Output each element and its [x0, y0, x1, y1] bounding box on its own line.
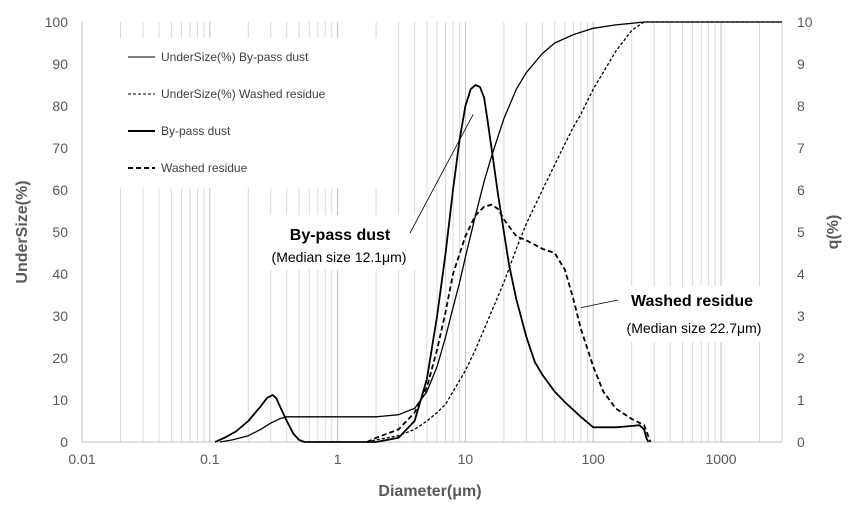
y-left-tick-label: 80 — [52, 98, 68, 114]
y-left-tick-label: 60 — [52, 182, 68, 198]
x-axis-ticks: 0.01 0.1 1 10 100 1000 — [68, 451, 736, 467]
y-axis-right-ticks: 0 1 2 3 4 5 6 7 8 9 10 — [797, 14, 813, 450]
y-right-tick-label: 7 — [797, 140, 805, 156]
series-line-3 — [366, 203, 652, 443]
y-left-tick-label: 20 — [52, 350, 68, 366]
x-tick-label: 0.1 — [200, 451, 220, 467]
y-axis-left-title: UnderSize(%) — [14, 180, 31, 283]
legend-entry-undersize-bypass: UnderSize(%) By-pass dust — [128, 50, 309, 64]
x-axis-title: Diameter(μm) — [378, 483, 481, 500]
y-axis-right-title: q(%) — [825, 215, 842, 250]
y-right-tick-label: 2 — [797, 350, 805, 366]
series-layer — [214, 21, 782, 443]
x-tick-label: 0.01 — [68, 451, 95, 467]
y-right-tick-label: 10 — [797, 14, 813, 30]
y-right-tick-label: 3 — [797, 308, 805, 324]
series-line-0 — [219, 21, 782, 443]
y-axis-left-ticks: 0 10 20 30 40 50 60 70 80 90 100 — [45, 14, 69, 450]
y-right-tick-label: 5 — [797, 224, 805, 240]
y-left-tick-label: 100 — [45, 14, 69, 30]
legend-entry-bypass: By-pass dust — [128, 124, 231, 138]
legend-label: UnderSize(%) By-pass dust — [161, 50, 309, 64]
legend-label: By-pass dust — [161, 124, 231, 138]
y-right-tick-label: 0 — [797, 434, 805, 450]
y-left-tick-label: 30 — [52, 308, 68, 324]
annotation-bypass: By-pass dust (Median size 12.1μm) — [250, 114, 474, 270]
y-right-tick-label: 1 — [797, 392, 805, 408]
y-right-tick-label: 8 — [797, 98, 805, 114]
annotation-title: By-pass dust — [290, 227, 391, 244]
y-right-tick-label: 4 — [797, 266, 805, 282]
y-left-tick-label: 40 — [52, 266, 68, 282]
y-left-tick-label: 10 — [52, 392, 68, 408]
legend-label: Washed residue — [161, 161, 248, 175]
y-left-tick-label: 70 — [52, 140, 68, 156]
annotation-leader — [580, 299, 619, 308]
annotation-subtitle: (Median size 22.7μm) — [627, 320, 762, 336]
y-left-tick-label: 0 — [60, 434, 68, 450]
y-left-tick-label: 90 — [52, 56, 68, 72]
x-tick-label: 1 — [334, 451, 342, 467]
legend-background — [118, 38, 390, 188]
annotation-washed: Washed residue (Median size 22.7μm) — [580, 286, 780, 342]
legend: UnderSize(%) By-pass dust UnderSize(%) W… — [118, 38, 390, 188]
y-right-tick-label: 6 — [797, 182, 805, 198]
annotation-background — [250, 215, 422, 270]
annotation-subtitle: (Median size 12.1μm) — [272, 249, 407, 265]
annotation-title: Washed residue — [631, 293, 753, 310]
legend-entry-undersize-washed: UnderSize(%) Washed residue — [128, 87, 326, 101]
series-line-2 — [214, 84, 650, 443]
annotation-background — [600, 286, 780, 342]
y-left-tick-label: 50 — [52, 224, 68, 240]
y-right-tick-label: 9 — [797, 56, 805, 72]
annotation-leader — [409, 114, 474, 234]
x-tick-label: 100 — [582, 451, 606, 467]
x-tick-label: 1000 — [705, 451, 736, 467]
legend-label: UnderSize(%) Washed residue — [161, 87, 326, 101]
legend-entry-washed: Washed residue — [128, 161, 248, 175]
x-tick-label: 10 — [458, 451, 474, 467]
